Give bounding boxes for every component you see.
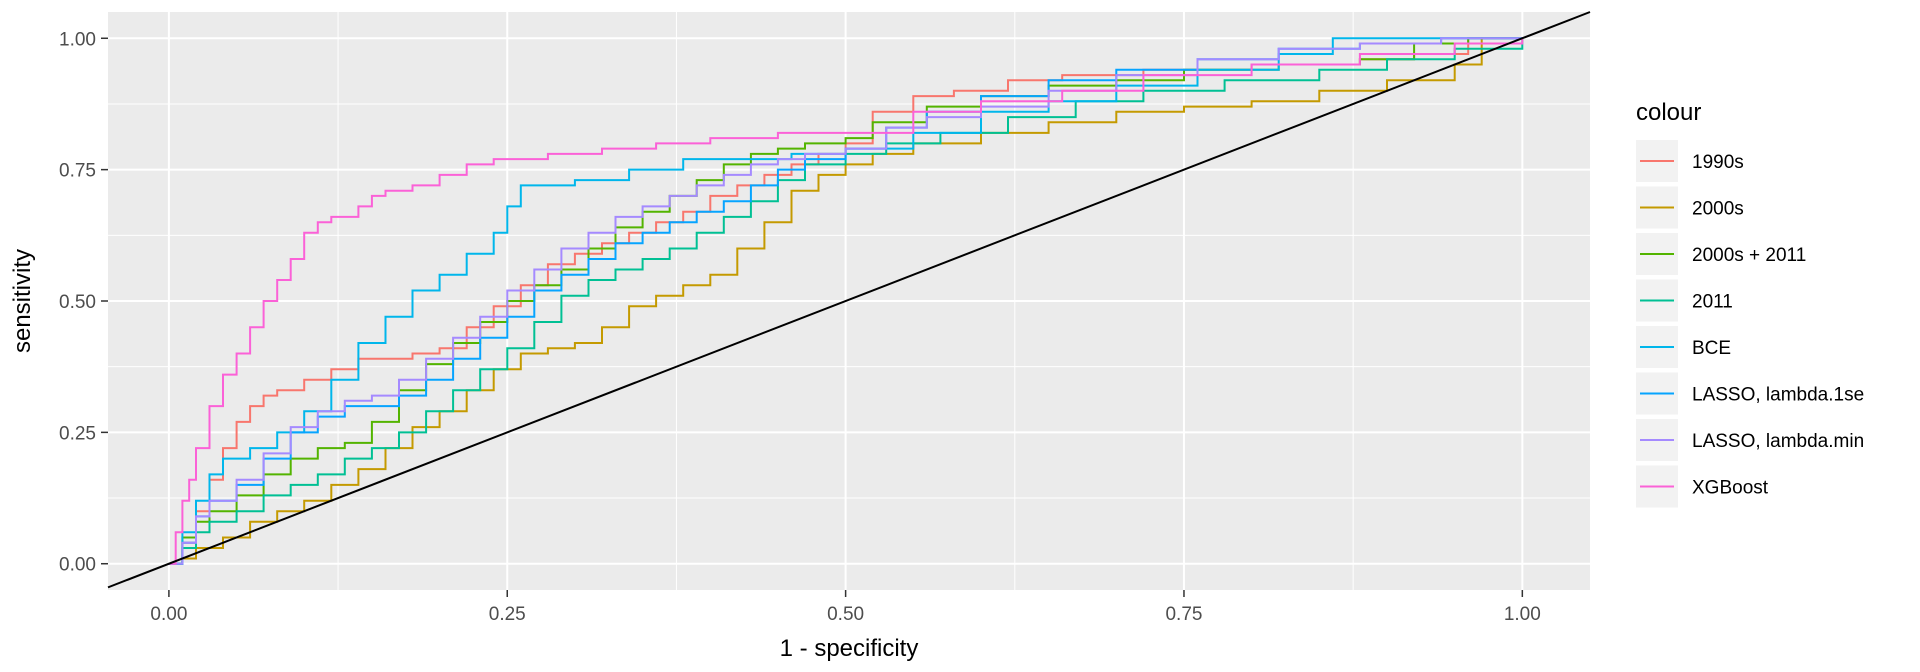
legend-item: LASSO, lambda.1se xyxy=(1636,372,1864,415)
legend-label: XGBoost xyxy=(1692,478,1769,499)
series-line-1990s xyxy=(168,37,1523,565)
series-lines xyxy=(168,37,1524,565)
series-line-bce xyxy=(168,37,1523,565)
y-tick-label: 0.75 xyxy=(59,161,96,182)
legend-item: XGBoost xyxy=(1636,465,1769,508)
y-axis-ticks: 0.00 0.25 0.50 0.75 1.00 xyxy=(59,29,108,576)
legend-item: 2000s + 2011 xyxy=(1636,233,1806,275)
series-line-xgboost xyxy=(168,38,1524,565)
minor-gridlines xyxy=(108,12,1590,590)
y-tick-label: 1.00 xyxy=(59,29,96,50)
y-tick-label: 0.25 xyxy=(59,423,96,444)
legend-label: 1990s xyxy=(1692,152,1744,173)
legend-label: BCE xyxy=(1692,338,1731,359)
legend-items: 1990s 2000s 2000s + 2011 2011 BCE LASSO, lamb… xyxy=(1636,140,1864,508)
y-tick-label: 0.50 xyxy=(59,292,96,313)
legend-item: LASSO, lambda.min xyxy=(1636,419,1864,461)
x-tick-label: 0.25 xyxy=(489,604,526,625)
legend-label: 2000s + 2011 xyxy=(1692,245,1806,266)
series-line-2000s-2011 xyxy=(168,37,1523,565)
legend-label: 2011 xyxy=(1692,292,1733,313)
x-axis-title: 1 - specificity xyxy=(780,635,919,662)
legend-label: LASSO, lambda.1se xyxy=(1692,385,1864,406)
legend-label: 2000s xyxy=(1692,199,1744,220)
x-tick-label: 0.75 xyxy=(1165,604,1202,625)
x-tick-label: 0.50 xyxy=(827,604,864,625)
y-tick-label: 0.00 xyxy=(59,555,96,576)
legend-item: 2000s xyxy=(1636,186,1744,229)
reference-diagonal-line xyxy=(107,11,1591,589)
legend-item: 2011 xyxy=(1636,279,1733,322)
series-line-lasso-lambda-min xyxy=(168,37,1523,565)
x-tick-label: 0.00 xyxy=(150,604,187,625)
legend: colour 1990s 2000s 2000s + 2011 2011 BCE LASS… xyxy=(1636,99,1864,508)
y-axis-title: sensitivity xyxy=(9,249,36,353)
x-tick-label: 1.00 xyxy=(1504,604,1541,625)
x-axis-ticks: 0.00 0.25 0.50 0.75 1.00 xyxy=(150,590,1541,625)
legend-label: LASSO, lambda.min xyxy=(1692,431,1864,452)
legend-item: 1990s xyxy=(1636,140,1744,182)
legend-title: colour xyxy=(1636,99,1701,126)
legend-item: BCE xyxy=(1636,326,1731,368)
series-line-2000s xyxy=(168,37,1523,565)
